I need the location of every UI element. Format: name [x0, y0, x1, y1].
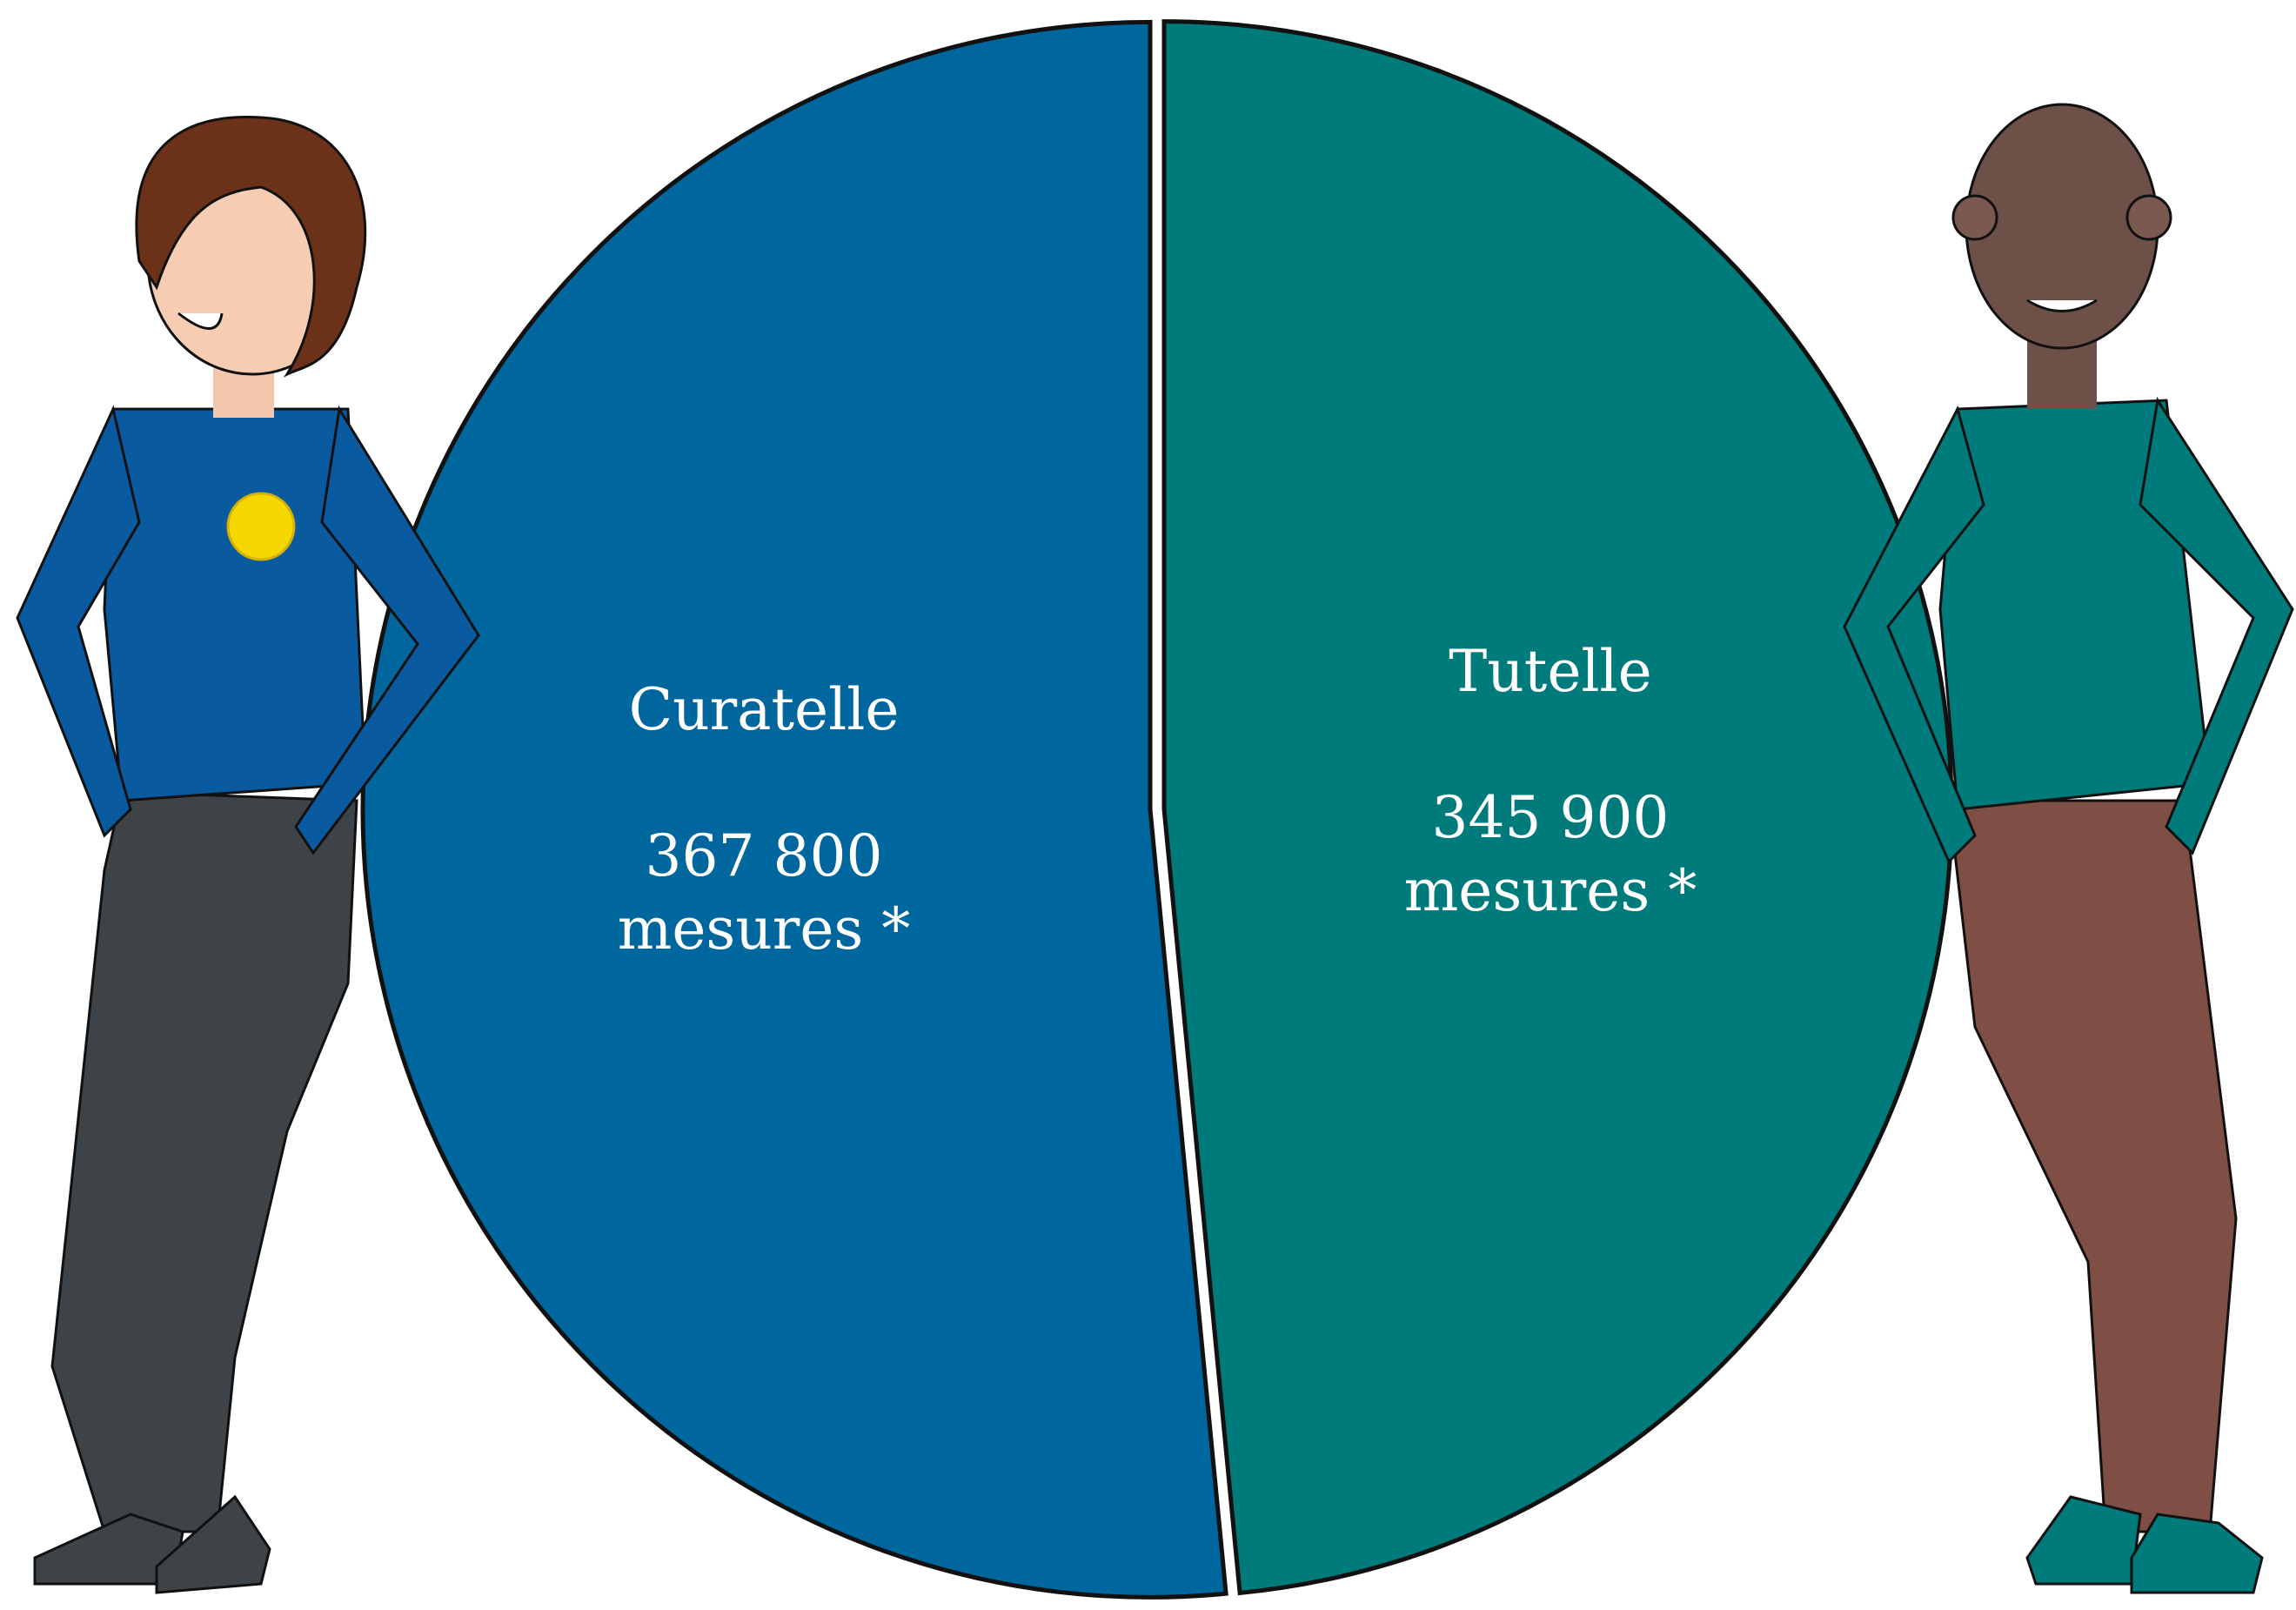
illustration-man	[1843, 103, 2294, 1594]
pie-slice	[360, 19, 1228, 1600]
slice-label: Tutelle 345 900 mesures *	[1368, 635, 1733, 928]
illustration-woman	[16, 116, 480, 1594]
value-label: 345 900 mesures *	[1403, 784, 1697, 925]
pie-slice	[1161, 19, 1954, 1596]
slice-label: Curatelle 367 800 mesures *	[581, 674, 947, 966]
category-label: Curatelle	[628, 675, 900, 743]
value-label: 367 800 mesures *	[617, 822, 911, 963]
category-label: Tutelle	[1449, 638, 1652, 706]
pie	[360, 19, 1954, 1600]
